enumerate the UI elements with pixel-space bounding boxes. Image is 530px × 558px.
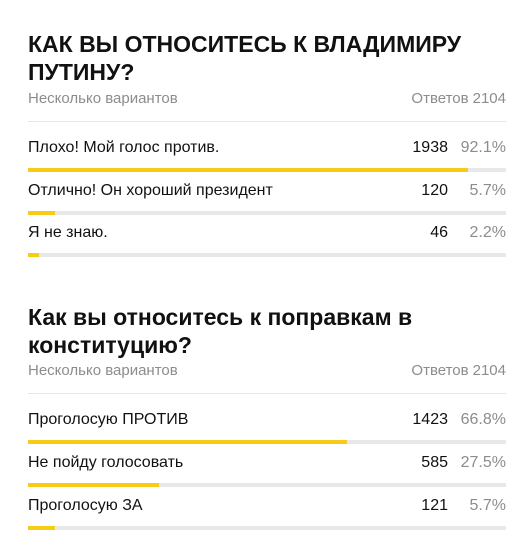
answers-count: Ответов 2104 (407, 362, 506, 379)
poll-option[interactable]: Отлично! Он хороший президент 120 5.7% (28, 182, 506, 216)
option-percent: 5.7% (469, 182, 506, 199)
divider (28, 121, 506, 122)
progress-track (28, 211, 506, 215)
poll-title: КАК ВЫ ОТНОСИТЕСЬ К ВЛАДИМИРУ ПУТИНУ? (28, 31, 462, 85)
option-label: Проголосую ЗА (28, 497, 143, 514)
option-votes: 585 (421, 454, 448, 471)
divider (28, 393, 506, 394)
progress-fill (28, 168, 469, 172)
option-label: Плохо! Мой голос против. (28, 139, 220, 156)
poll-option[interactable]: Проголосую ПРОТИВ 1423 66.8% (28, 411, 506, 445)
answers-label: Ответов (411, 90, 469, 107)
option-votes: 121 (421, 497, 448, 514)
option-label: Проголосую ПРОТИВ (28, 411, 189, 428)
poll-putin: КАК ВЫ ОТНОСИТЕСЬ К ВЛАДИМИРУ ПУТИНУ? Не… (0, 0, 530, 275)
option-percent: 66.8% (460, 411, 506, 428)
poll-subtitle: Несколько вариантов (28, 90, 178, 107)
progress-fill (28, 526, 56, 530)
option-label: Я не знаю. (28, 224, 108, 241)
option-percent: 27.5% (460, 454, 506, 471)
progress-fill (28, 440, 348, 444)
option-votes: 120 (421, 182, 448, 199)
poll-option[interactable]: Плохо! Мой голос против. 1938 92.1% (28, 139, 506, 173)
option-votes: 1423 (412, 411, 448, 428)
option-votes: 1938 (412, 139, 448, 156)
poll-title: Как вы относитесь к поправкам в конститу… (28, 304, 413, 358)
progress-fill (28, 253, 39, 257)
option-percent: 92.1% (460, 139, 506, 156)
progress-fill (28, 211, 56, 215)
answers-total: 2104 (472, 90, 506, 107)
poll-option[interactable]: Я не знаю. 46 2.2% (28, 224, 506, 258)
option-label: Отлично! Он хороший президент (28, 182, 273, 199)
answers-label: Ответов (411, 362, 469, 379)
progress-track (28, 168, 506, 172)
progress-fill (28, 483, 160, 487)
poll-option[interactable]: Не пойду голосовать 585 27.5% (28, 454, 506, 488)
answers-total: 2104 (472, 362, 506, 379)
poll-option[interactable]: Проголосую ЗА 121 5.7% (28, 497, 506, 531)
poll-subtitle: Несколько вариантов (28, 362, 178, 379)
progress-track (28, 526, 506, 530)
progress-track (28, 253, 506, 257)
poll-constitution: Как вы относитесь к поправкам в конститу… (0, 275, 530, 558)
option-percent: 2.2% (469, 224, 506, 241)
option-percent: 5.7% (469, 497, 506, 514)
progress-track (28, 483, 506, 487)
option-label: Не пойду голосовать (28, 454, 184, 471)
progress-track (28, 440, 506, 444)
option-votes: 46 (430, 224, 448, 241)
answers-count: Ответов 2104 (407, 90, 506, 107)
